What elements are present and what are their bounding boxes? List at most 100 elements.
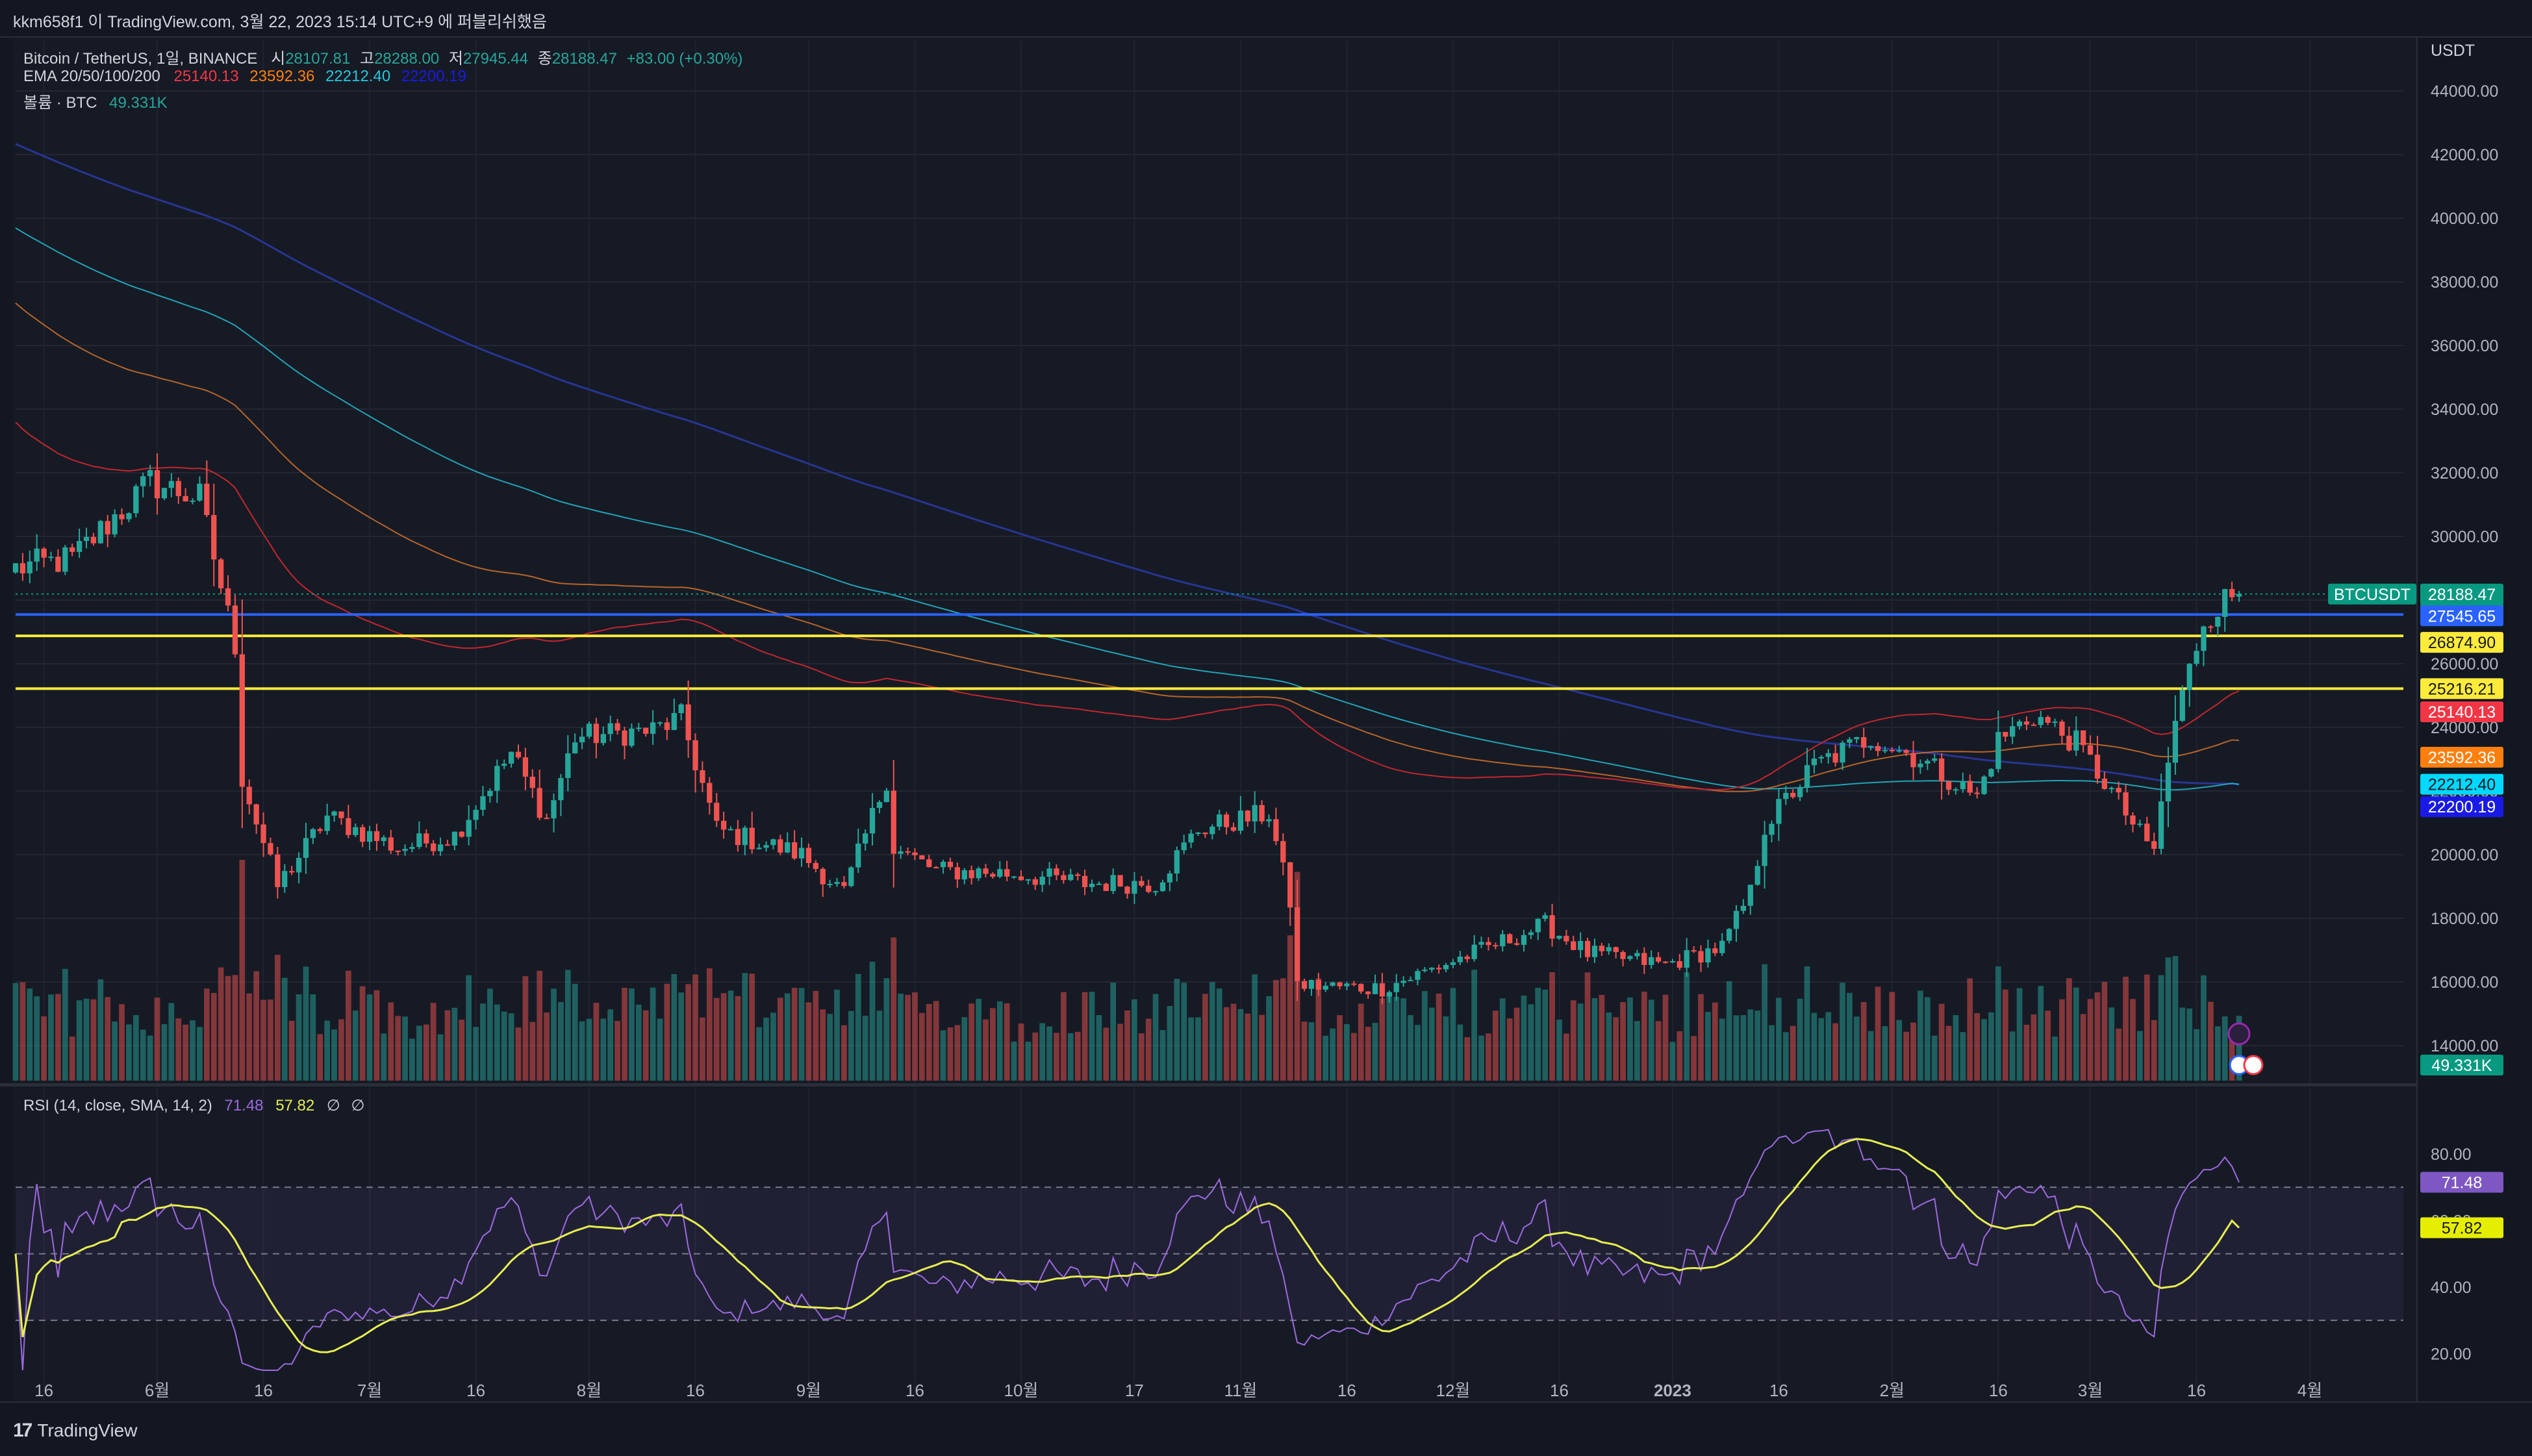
candle-body	[990, 873, 996, 877]
candle-body	[650, 722, 656, 734]
candle-body	[898, 851, 904, 854]
price-tick: 42000.00	[2431, 146, 2498, 164]
time-tick: 8월	[577, 1381, 601, 1400]
candle-body	[1230, 827, 1237, 831]
candle-body	[643, 727, 649, 734]
candle-body	[848, 867, 854, 886]
volume-bar	[1577, 1003, 1584, 1081]
last-price-label: 28188.47	[2420, 583, 2503, 605]
volume-bar	[423, 1024, 429, 1081]
ema-label[interactable]: EMA 20/50/100/200	[23, 68, 160, 85]
volume-bar	[459, 1020, 465, 1081]
price-pane[interactable]	[13, 38, 2416, 1083]
time-tick: 16	[254, 1381, 273, 1400]
volume-bar	[2101, 981, 2108, 1081]
volume-bar	[1818, 1018, 1825, 1081]
candle-body	[508, 751, 514, 764]
volume-bar	[572, 983, 578, 1081]
volume-bar	[1620, 1002, 1626, 1081]
volume-bar	[579, 1021, 585, 1081]
time-tick: 16	[2187, 1381, 2206, 1400]
rsi-label[interactable]: RSI (14, close, SMA, 14, 2)	[23, 1097, 212, 1114]
candle-body	[12, 563, 19, 573]
candle-body	[1245, 810, 1250, 822]
candle-body	[2130, 815, 2136, 825]
volume-label[interactable]: 볼륨 · BTC	[23, 94, 97, 112]
candle-body	[1315, 980, 1321, 990]
lightning-icon	[2227, 1022, 2251, 1046]
candle-body	[424, 833, 429, 844]
candle-body	[1471, 944, 1477, 959]
volume-bar	[537, 970, 543, 1081]
volume-bar	[1726, 981, 1732, 1081]
candle-body	[1591, 946, 1598, 957]
volume-bar	[1492, 1010, 1499, 1081]
flag-event-icon	[2243, 1055, 2264, 1075]
candle-body	[2059, 722, 2065, 736]
volume-bar	[805, 1002, 812, 1081]
candle-body	[593, 723, 600, 744]
volume-bar	[168, 1003, 175, 1081]
time-axis-bar[interactable]	[0, 1401, 2532, 1456]
volume-bar	[274, 955, 281, 1081]
candle-body	[2108, 788, 2114, 790]
rsi-line	[15, 1129, 2240, 1371]
candle-body	[1840, 742, 1845, 763]
yellow-hline-lower-label-text: 25216.21	[2428, 680, 2496, 698]
candle-body	[1450, 962, 1456, 965]
time-tick: 16	[1989, 1381, 2008, 1400]
volume-bar	[69, 1036, 75, 1081]
candle-body	[1797, 787, 1803, 797]
close-label: 종	[537, 50, 552, 68]
price-tick: 44000.00	[2431, 82, 2498, 101]
volume-bar	[791, 988, 798, 1081]
volume-bars	[12, 860, 2242, 1081]
symbol-name[interactable]: Bitcoin / TetherUS, 1일, BINANCE	[23, 50, 258, 68]
volume-bar	[1436, 994, 1442, 1081]
candle-body	[1365, 991, 1371, 994]
candle-body	[551, 800, 557, 819]
time-tick: 17	[1125, 1381, 1144, 1400]
candle-body	[1089, 883, 1095, 888]
candle-body	[572, 742, 578, 754]
volume-bar	[1924, 997, 1931, 1081]
volume-bar	[2087, 999, 2094, 1081]
volume-bar	[813, 990, 819, 1081]
candle-body	[1103, 883, 1109, 892]
candle-body	[1188, 833, 1194, 843]
volume-bar	[862, 1016, 868, 1081]
candle-body	[62, 547, 68, 572]
volume-bar	[1782, 1032, 1789, 1081]
candle-body	[1159, 882, 1166, 892]
candle-body	[1117, 875, 1123, 887]
candle-body	[282, 871, 288, 888]
candle-body	[1146, 885, 1152, 892]
volume-bar	[1252, 974, 1258, 1081]
candle-body	[1549, 915, 1555, 939]
volume-bar	[303, 966, 309, 1081]
volume-bar	[1323, 1035, 1329, 1081]
rsi-pane[interactable]	[13, 1087, 2416, 1401]
candle-body	[1273, 819, 1279, 842]
volume-bar	[381, 1033, 387, 1081]
candle-body	[735, 829, 741, 846]
volume-bar	[1386, 994, 1393, 1081]
candle-body	[268, 843, 273, 855]
volume-bar	[1564, 1033, 1569, 1081]
volume-bar	[2151, 1020, 2157, 1081]
volume-bar	[1754, 1010, 1761, 1081]
candle-body	[1790, 792, 1796, 797]
tradingview-logo[interactable]: 17 TradingView	[13, 1420, 137, 1442]
volume-bar	[976, 999, 981, 1081]
candle-body	[834, 882, 840, 885]
candle-body	[381, 837, 387, 842]
pane-separator[interactable]	[0, 1083, 2532, 1086]
volume-bar	[190, 1020, 196, 1081]
candle-body	[346, 818, 351, 835]
volume-bar	[763, 1017, 769, 1081]
candle-body	[1457, 957, 1463, 962]
candle-body	[622, 730, 627, 746]
rsi-tag-label-bg	[2420, 1172, 2503, 1193]
volume-bar	[1776, 998, 1782, 1081]
